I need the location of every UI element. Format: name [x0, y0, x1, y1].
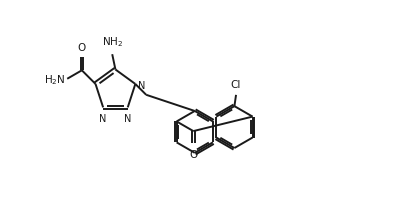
- Text: N: N: [138, 80, 145, 90]
- Text: N: N: [99, 114, 106, 123]
- Text: H$_2$N: H$_2$N: [44, 73, 65, 86]
- Text: O: O: [189, 149, 198, 159]
- Text: Cl: Cl: [231, 80, 241, 90]
- Text: NH$_2$: NH$_2$: [103, 35, 124, 49]
- Text: N: N: [124, 114, 132, 123]
- Text: O: O: [78, 43, 86, 53]
